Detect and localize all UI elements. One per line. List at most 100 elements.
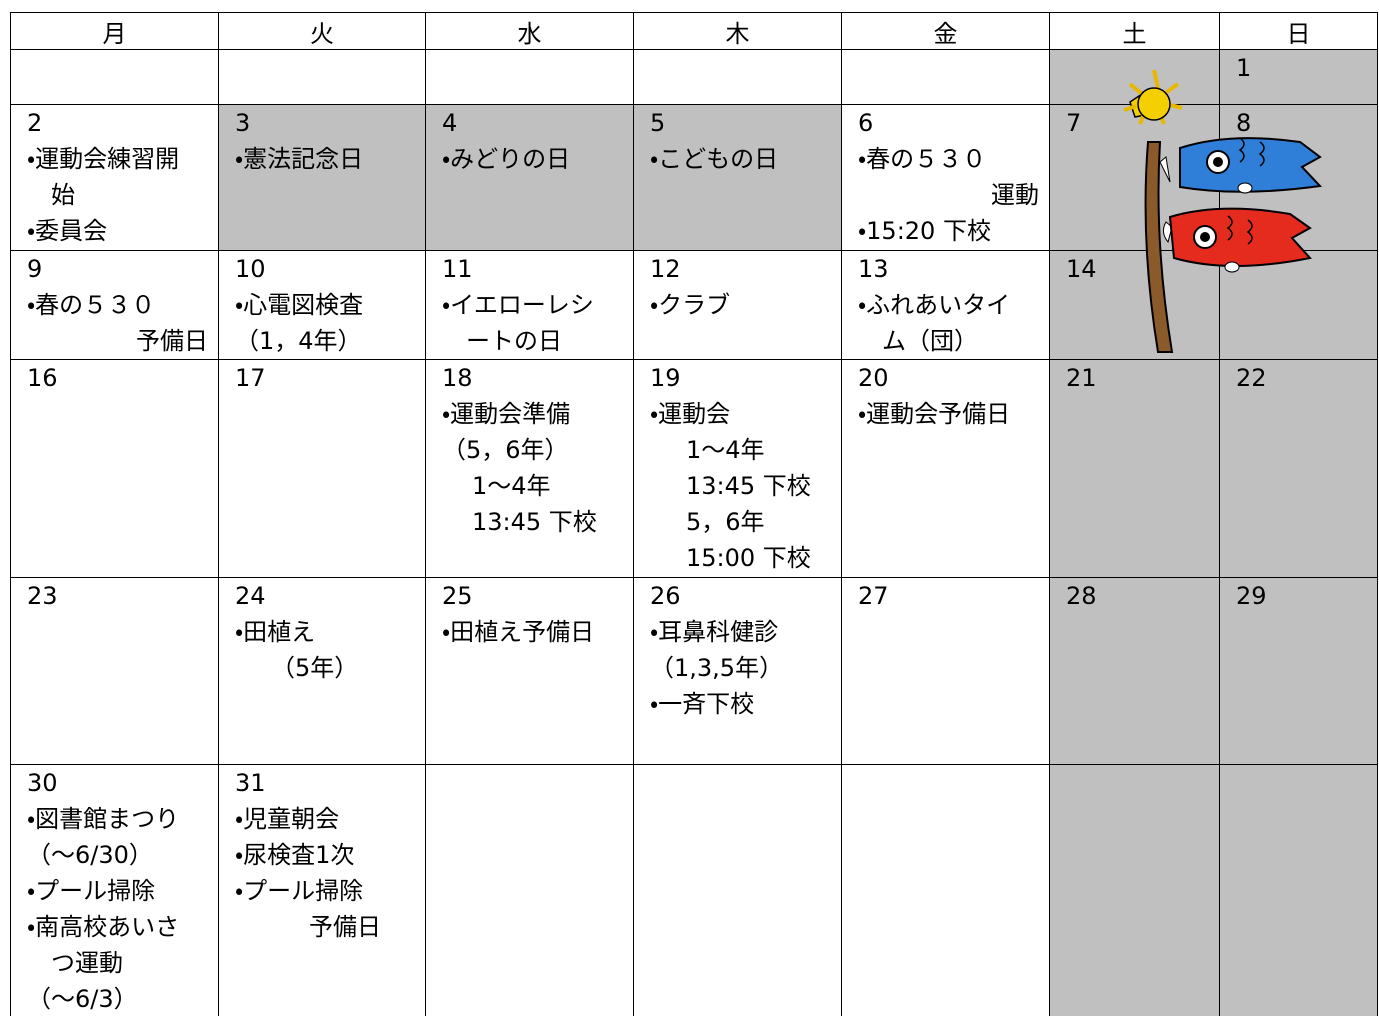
date-number: 14 bbox=[1066, 255, 1097, 283]
weekday-header: 木 bbox=[633, 12, 842, 50]
day-cell bbox=[1049, 764, 1220, 1016]
event-line: ・南高校あいさ bbox=[27, 913, 180, 941]
event-line: つ運動 bbox=[51, 949, 123, 977]
weekday-header: 水 bbox=[425, 12, 634, 50]
date-number: 9 bbox=[27, 255, 43, 283]
event-line: ・ふれあいタイ bbox=[858, 291, 1011, 319]
day-cell: 3 ・憲法記念日 bbox=[218, 104, 426, 251]
date-number: 28 bbox=[1066, 582, 1097, 610]
date-number: 19 bbox=[650, 364, 681, 392]
date-number: 2 bbox=[27, 109, 43, 137]
day-cell: 6 ・春の５３０ 運動 ・15:20 下校 bbox=[841, 104, 1050, 251]
event-line: 13:45 下校 bbox=[472, 508, 597, 536]
event-line: ・一斉下校 bbox=[650, 690, 755, 718]
event-line: ートの日 bbox=[466, 327, 562, 355]
day-cell: 24 ・田植え （5年） bbox=[218, 577, 426, 765]
day-cell: 27 bbox=[841, 577, 1050, 765]
event-line: ・運動会練習開 bbox=[27, 145, 180, 173]
event-line: ・イエローレシ bbox=[442, 291, 594, 319]
event-line: ・図書館まつり bbox=[27, 805, 180, 833]
event-line: （～6/3） bbox=[27, 985, 138, 1013]
day-cell bbox=[633, 49, 842, 105]
day-cell: 13 ・ふれあいタイ ム（団） bbox=[841, 250, 1050, 360]
week-row: 9 ・春の５３０ 予備日 10 ・心電図検査 （1，4年） 11 ・イエローレシ ートの日 12 ・… bbox=[10, 250, 1378, 360]
event-line: 1～4年 bbox=[472, 472, 551, 500]
event-line: ・耳鼻科健診 bbox=[650, 618, 779, 646]
event-line: ・田植え予備日 bbox=[442, 618, 595, 646]
date-number: 31 bbox=[235, 769, 266, 797]
event-line: （1，4年） bbox=[235, 327, 362, 355]
day-cell: 4 ・みどりの日 bbox=[425, 104, 634, 251]
day-cell bbox=[633, 764, 842, 1016]
weekday-header: 月 bbox=[10, 12, 219, 50]
week-row: 2 ・運動会練習開始・委員会 3 ・憲法記念日 4 ・みどりの日 5 ・こどもの日 6 ・春の５３… bbox=[10, 104, 1378, 251]
date-number: 25 bbox=[442, 582, 473, 610]
date-number: 20 bbox=[858, 364, 889, 392]
koinobori-illustration bbox=[1123, 69, 1323, 353]
day-cell bbox=[10, 49, 219, 105]
day-cell: 30 ・図書館まつり （～6/30） ・プール掃除 ・南高校あいさ つ運動 （～6/3） bbox=[10, 764, 219, 1016]
event-line: ・15:20 下校 bbox=[858, 217, 991, 245]
event-line: ・運動会 bbox=[650, 400, 731, 428]
weekday-header: 火 bbox=[218, 12, 426, 50]
day-cell: 20 ・運動会予備日 bbox=[841, 359, 1050, 578]
calendar: 月火水木金土日 1 2 ・運動会練習開始・委員会 3 ・憲法記念日 4 ・みどりの日 5 ・こど… bbox=[10, 12, 1378, 1016]
date-number: 26 bbox=[650, 582, 681, 610]
week-row: 16 17 18 ・運動会準備 （5，6年） 1～4年 13:45 下校 19 ・運動会 1～4年… bbox=[10, 359, 1378, 578]
event-line: ・春の５３０ bbox=[27, 291, 156, 319]
event-line: 予備日 bbox=[309, 913, 381, 941]
day-cell: 17 bbox=[218, 359, 426, 578]
day-cell: 21 bbox=[1049, 359, 1220, 578]
event-line: 運動 bbox=[991, 181, 1039, 209]
event-line: ・児童朝会 bbox=[235, 805, 340, 833]
day-cell: 29 bbox=[1219, 577, 1378, 765]
event-line: ・春の５３０ bbox=[858, 145, 987, 173]
date-number: 30 bbox=[27, 769, 58, 797]
date-number: 6 bbox=[858, 109, 874, 137]
weekday-header: 土 bbox=[1049, 12, 1220, 50]
event-line: ・心電図検査 bbox=[235, 291, 364, 319]
day-cell: 31 ・児童朝会 ・尿検査1次 ・プール掃除 予備日 bbox=[218, 764, 426, 1016]
calendar-body: 1 2 ・運動会練習開始・委員会 3 ・憲法記念日 4 ・みどりの日 5 ・こどもの日 6 ・春の５… bbox=[10, 49, 1378, 1016]
weekday-header: 日 bbox=[1219, 12, 1378, 50]
date-number: 27 bbox=[858, 582, 889, 610]
day-cell: 2 ・運動会練習開始・委員会 bbox=[10, 104, 219, 251]
event-line: 予備日 bbox=[136, 327, 208, 355]
day-cell: 10 ・心電図検査 （1，4年） bbox=[218, 250, 426, 360]
event-line: ・憲法記念日 bbox=[235, 145, 364, 173]
date-number: 12 bbox=[650, 255, 681, 283]
date-number: 3 bbox=[235, 109, 251, 137]
event-line: ム（団） bbox=[882, 327, 978, 355]
date-number: 10 bbox=[235, 255, 266, 283]
weekday-header: 金 bbox=[841, 12, 1050, 50]
day-cell: 14 bbox=[1049, 250, 1220, 360]
event-line: 13:45 下校 bbox=[686, 472, 811, 500]
event-line: 5，6年 bbox=[686, 508, 765, 536]
day-cell bbox=[841, 49, 1050, 105]
day-cell: 12 ・クラブ bbox=[633, 250, 842, 360]
day-cell: 28 bbox=[1049, 577, 1220, 765]
day-cell: 22 bbox=[1219, 359, 1378, 578]
event-line: ・尿検査1次 bbox=[235, 841, 355, 869]
day-cell: 9 ・春の５３０ 予備日 bbox=[10, 250, 219, 360]
date-number: 8 bbox=[1236, 109, 1252, 137]
date-number: 7 bbox=[1066, 109, 1082, 137]
day-cell bbox=[841, 764, 1050, 1016]
event-line: ・田植え bbox=[235, 618, 316, 646]
day-cell: 23 bbox=[10, 577, 219, 765]
date-number: 11 bbox=[442, 255, 473, 283]
day-cell bbox=[1219, 764, 1378, 1016]
day-cell: 25 ・田植え予備日 bbox=[425, 577, 634, 765]
day-cell: 18 ・運動会準備 （5，6年） 1～4年 13:45 下校 bbox=[425, 359, 634, 578]
date-number: 23 bbox=[27, 582, 58, 610]
header-row: 月火水木金土日 bbox=[10, 12, 1378, 50]
date-number: 22 bbox=[1236, 364, 1267, 392]
event-line: ・みどりの日 bbox=[442, 145, 571, 173]
event-line: （5，6年） bbox=[442, 436, 569, 464]
date-number: 17 bbox=[235, 364, 266, 392]
event-line: 15:00 下校 bbox=[686, 544, 811, 572]
event-line: 1～4年 bbox=[686, 436, 765, 464]
date-number: 16 bbox=[27, 364, 58, 392]
day-cell bbox=[1219, 250, 1378, 360]
